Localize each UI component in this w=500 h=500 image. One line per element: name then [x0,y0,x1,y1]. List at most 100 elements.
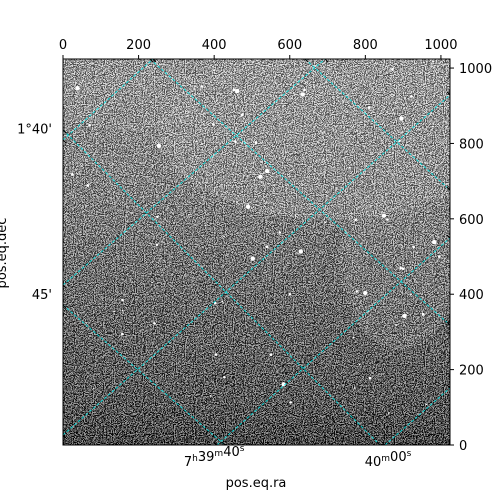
star [121,332,124,336]
star [363,290,368,296]
star [354,218,358,221]
grid-line [63,59,154,141]
world-tick-mark [446,321,450,326]
world-tick-mark [63,129,67,134]
pixel-x-axis: 0 200 400 600 800 1000 [59,38,457,59]
world-tick-mark [324,59,329,63]
star [180,212,182,214]
star [381,213,387,218]
grid-line [216,237,450,445]
star [289,401,293,404]
star [438,255,441,258]
star [432,125,434,128]
star [412,245,415,249]
star [210,395,212,397]
star [265,245,269,248]
star [240,113,244,116]
x-tick-label: 600 [277,38,302,53]
world-tick-mark [381,441,386,445]
star [195,140,198,143]
star [353,387,356,389]
grid-line [63,94,450,436]
star [355,290,359,293]
grid-line [63,59,326,286]
star [200,85,204,88]
ra-tick-label: 7h39m40s [184,444,245,470]
star [223,235,225,237]
star [298,249,303,254]
grid-line [149,59,450,326]
world-tick-mark [446,234,450,239]
y-tick-label: 200 [459,364,484,379]
y-tick-label: 1000 [459,62,492,77]
star [93,387,95,390]
world-tick-mark [63,139,67,144]
plot-frame [62,58,451,446]
star [232,88,236,91]
star [156,143,162,148]
star [110,197,112,199]
sky-background [63,59,450,445]
y-tick-label: 400 [459,288,484,303]
world-tick-mark [63,304,67,309]
world-grid [63,59,450,445]
star [386,218,389,221]
world-tick-mark [446,384,450,389]
image-panel [62,58,451,446]
star [75,85,80,91]
star [387,412,390,414]
star [402,313,407,319]
star [416,252,418,254]
x-tick-label: 800 [353,38,378,53]
star [234,140,237,144]
grid-line [384,387,450,445]
world-tick-mark [63,434,67,439]
star [214,301,217,305]
star [395,324,397,326]
star [391,68,394,71]
world-tick-mark [446,91,450,96]
star [399,116,404,121]
star [348,166,351,169]
star [213,69,215,72]
dec-axis: 1°40' 45' [17,122,52,303]
world-tick-mark [304,59,309,63]
star [269,353,273,357]
pixel-y-axis: 0 200 400 600 800 1000 [450,62,492,454]
star [324,221,327,223]
star [278,231,282,234]
star [245,204,251,209]
star [265,168,270,174]
star [221,300,224,303]
dec-tick-label: 1°40' [17,122,52,137]
star [258,174,263,179]
star [425,403,428,406]
grid-line [63,129,381,445]
star [86,184,90,187]
star [300,92,305,97]
world-tick-mark [376,441,381,445]
world-tick-mark [63,284,67,289]
star [401,267,405,271]
ra-tick-label: 40m00s [365,449,412,470]
star [191,177,193,180]
world-tick-mark [149,59,154,63]
y-tick-label: 0 [459,439,467,454]
star [352,336,355,339]
x-axis-title: pos.eq.ra [226,476,287,491]
world-tick-mark [446,186,450,191]
star [223,376,226,379]
star [151,281,153,284]
star [198,181,200,184]
y-tick-label: 600 [459,213,484,228]
star [254,141,258,144]
star [121,298,124,302]
star [155,243,159,247]
x-tick-label: 400 [202,38,227,53]
star [250,256,255,261]
star [294,214,297,217]
star [88,124,91,127]
star [432,60,434,63]
star [367,106,371,109]
